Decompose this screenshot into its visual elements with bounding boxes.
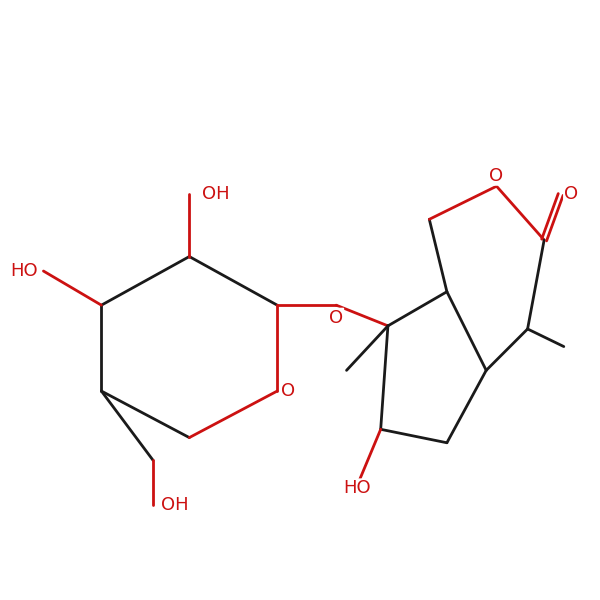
Text: O: O [564, 185, 578, 203]
Text: HO: HO [11, 262, 38, 280]
Text: O: O [281, 382, 295, 400]
Text: O: O [329, 308, 343, 326]
Text: OH: OH [161, 496, 189, 514]
Text: HO: HO [343, 479, 371, 497]
Text: O: O [490, 167, 503, 185]
Text: OH: OH [202, 185, 229, 203]
